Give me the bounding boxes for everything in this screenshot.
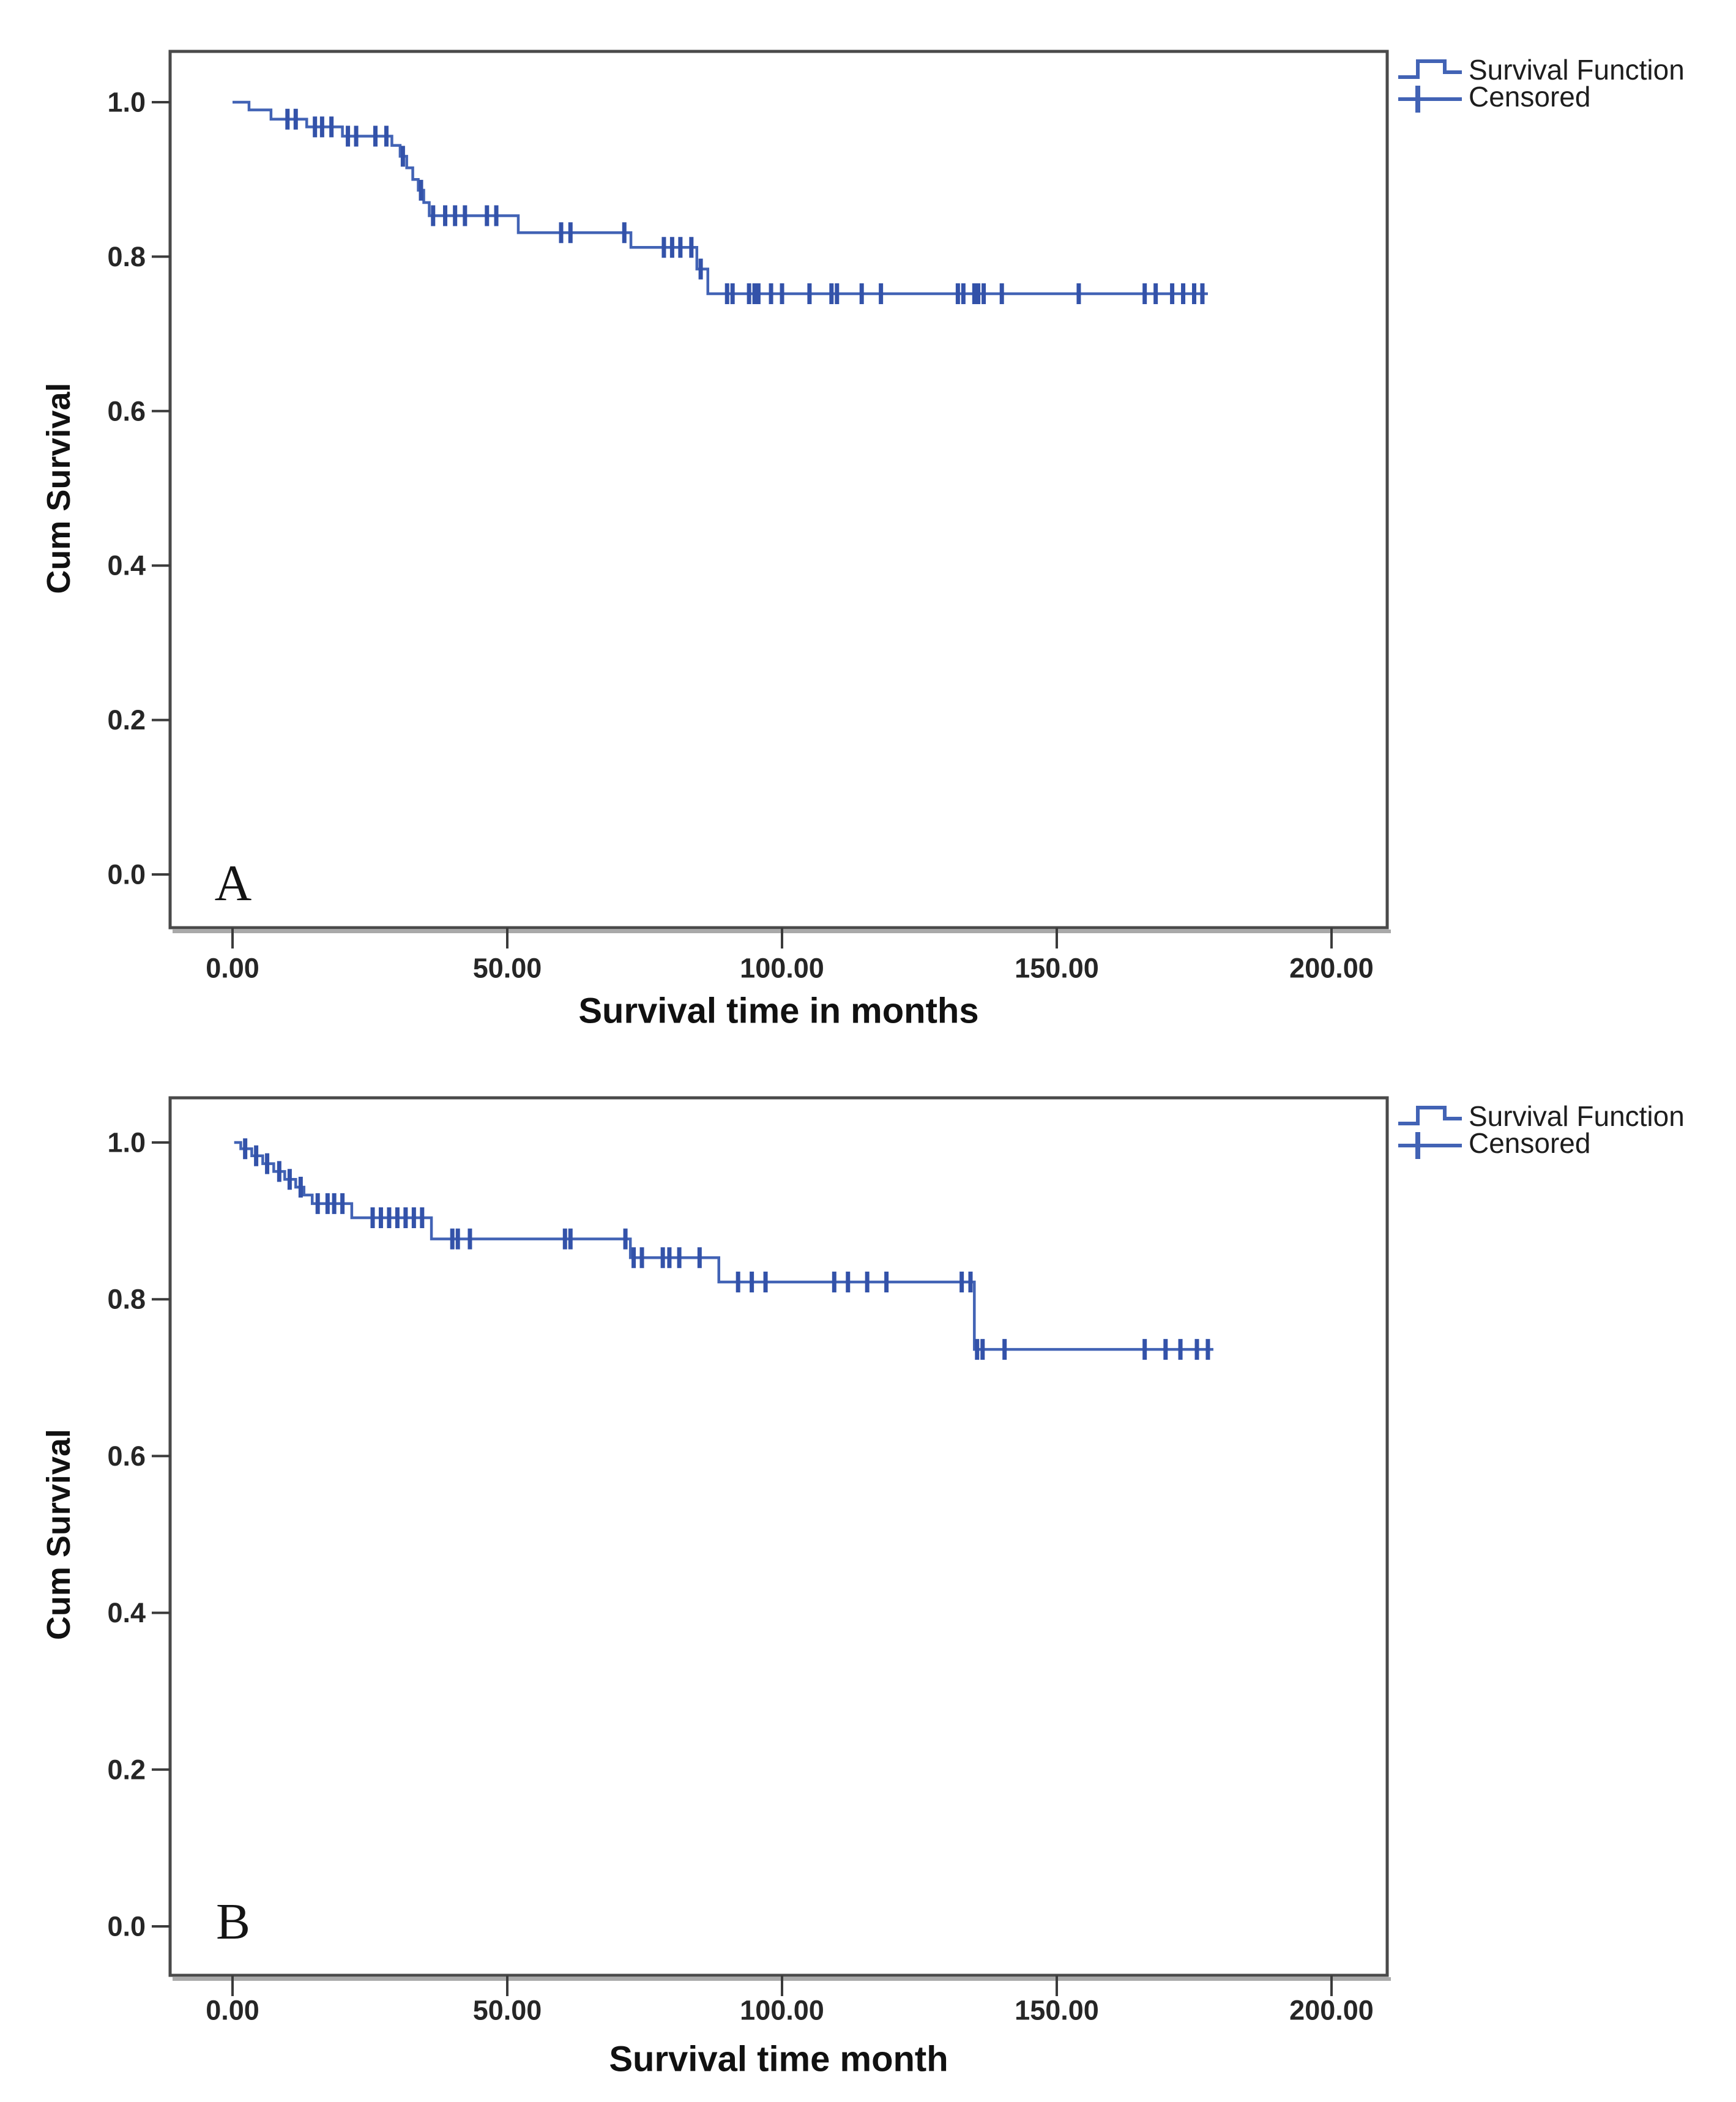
panel-letter: B <box>216 1893 250 1950</box>
y-tick-label: 0.2 <box>107 1754 146 1785</box>
x-tick-label: 100.00 <box>740 953 824 984</box>
legend-label: Censored <box>1469 1127 1590 1159</box>
censor-marks <box>285 108 1205 304</box>
legend-label: Survival Function <box>1469 1100 1685 1132</box>
km-chart-b: 0.0 0.2 0.4 0.6 0.8 1.0 0.00 50.00 100.00 150.00 2… <box>40 1096 1685 2079</box>
plot-border <box>168 50 1389 930</box>
x-tick-label: 100.00 <box>740 1995 824 2026</box>
legend-label: Survival Function <box>1469 54 1685 86</box>
y-tick-label: 0.8 <box>107 1284 146 1315</box>
x-tick-label: 200.00 <box>1289 953 1374 984</box>
censor-marks <box>243 1138 1210 1360</box>
x-tick-label: 50.00 <box>473 953 542 984</box>
y-tick-label: 0.6 <box>107 395 146 427</box>
y-tick-label: 0.0 <box>107 859 146 890</box>
y-axis-title: Cum Survival <box>40 382 77 594</box>
y-tick-label: 0.0 <box>107 1911 146 1942</box>
y-tick-label: 0.8 <box>107 241 146 272</box>
y-tick-label: 0.6 <box>107 1440 146 1472</box>
x-axis-title: Survival time month <box>609 2040 948 2079</box>
x-tick-label: 200.00 <box>1289 1995 1374 2026</box>
x-tick-label: 150.00 <box>1015 953 1099 984</box>
x-tick-label: 0.00 <box>206 1995 259 2026</box>
km-panel-b: 0.0 0.2 0.4 0.6 0.8 1.0 0.00 50.00 100.00 150.00 2… <box>0 1065 1736 2102</box>
legend-label: Censored <box>1469 81 1590 113</box>
x-tick-label: 150.00 <box>1015 1995 1099 2026</box>
survival-curve <box>234 1141 1213 1351</box>
panel-letter: A <box>215 855 252 912</box>
y-tick-label: 0.4 <box>107 1597 146 1628</box>
plot-border <box>168 1096 1389 1977</box>
survival-curve <box>233 100 1208 296</box>
y-tick-label: 1.0 <box>107 1127 146 1158</box>
km-chart-a: 0.0 0.2 0.4 0.6 0.8 1.0 0.00 50.00 100.00 150.00 2… <box>40 50 1685 1031</box>
x-tick-label: 50.00 <box>473 1995 542 2026</box>
legend-step-line-icon <box>1398 59 1462 79</box>
y-tick-label: 0.2 <box>107 704 146 736</box>
y-tick-label: 1.0 <box>107 87 146 118</box>
y-tick-label: 0.4 <box>107 550 146 581</box>
x-axis-title: Survival time in months <box>578 991 978 1031</box>
y-axis-title: Cum Survival <box>40 1429 77 1640</box>
km-panel-a: 0.0 0.2 0.4 0.6 0.8 1.0 0.00 50.00 100.00 150.00 2… <box>40 50 1685 1031</box>
legend-step-line-icon <box>1398 1106 1462 1125</box>
x-tick-label: 0.00 <box>206 953 259 984</box>
